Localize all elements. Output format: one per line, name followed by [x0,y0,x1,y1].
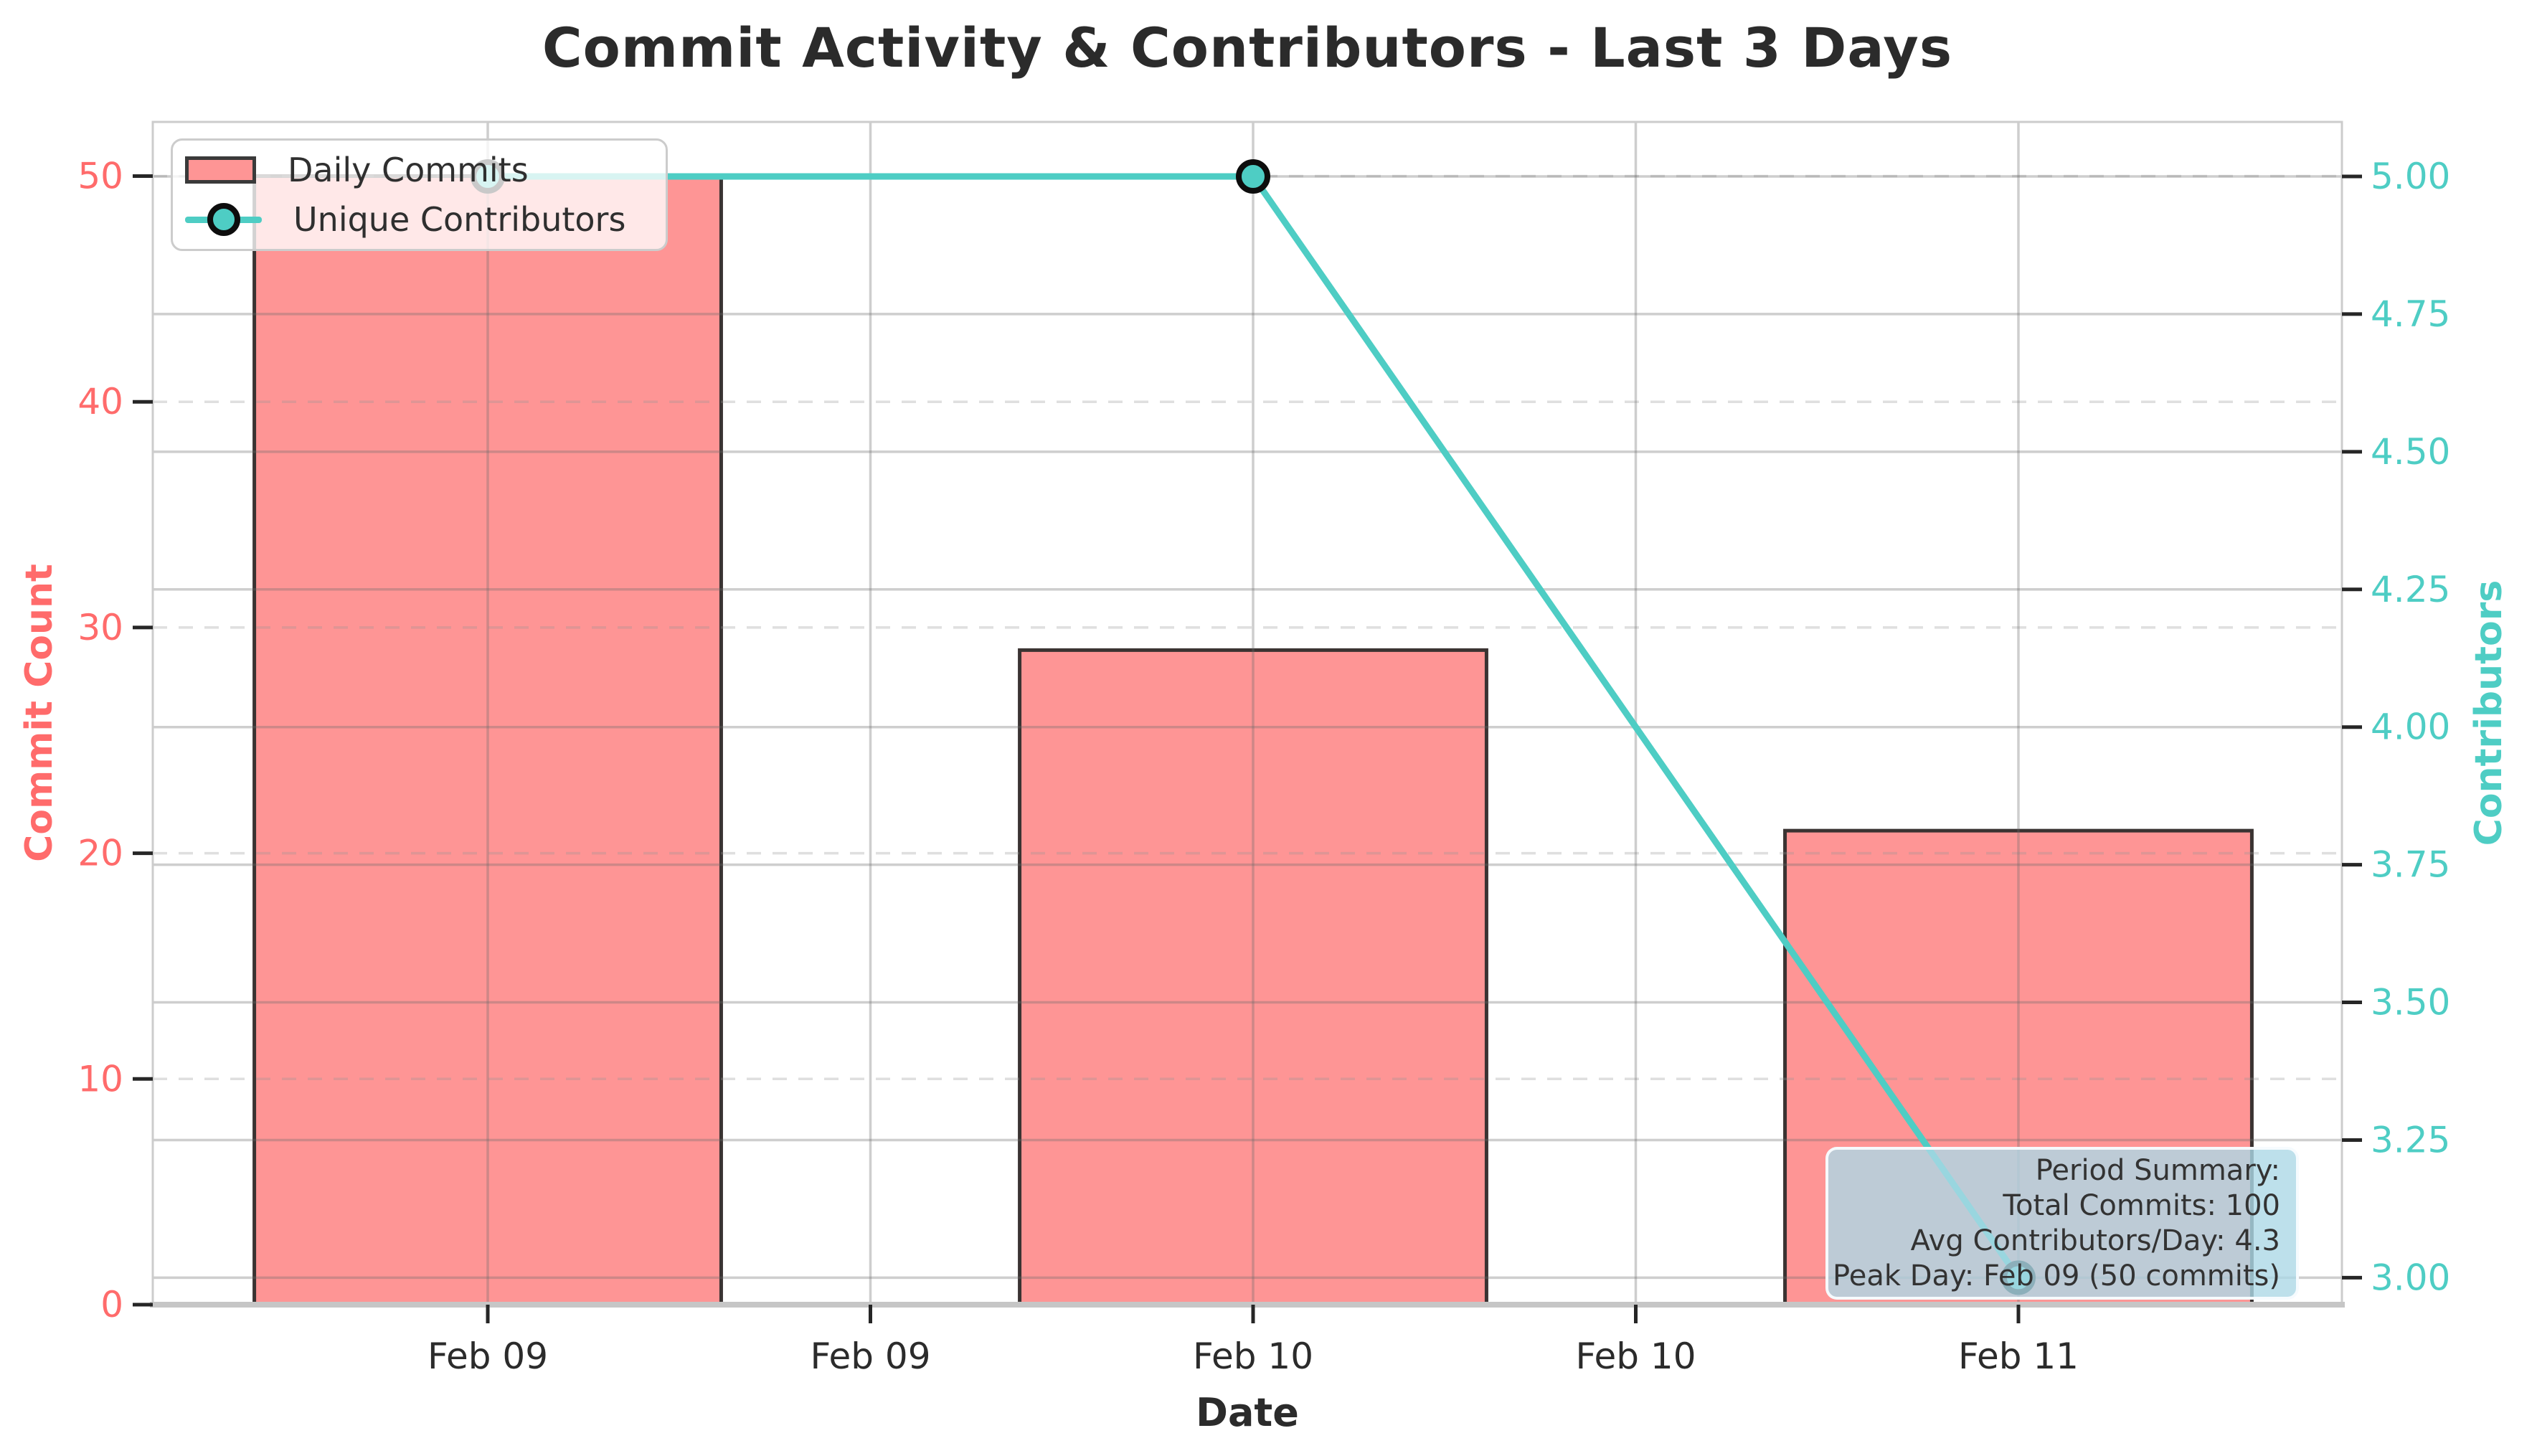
right-axis-label: Contributors [2467,580,2510,846]
right-tick-label: 4.75 [2371,293,2450,335]
left-tick-label: 40 [77,381,123,422]
x-tick-label: Feb 10 [1575,1336,1696,1377]
x-tick-label: Feb 10 [1193,1336,1313,1377]
x-tick-label: Feb 09 [810,1336,930,1377]
line-marker-icon [185,203,262,237]
legend-item-daily-commits: Daily Commits [185,151,666,189]
legend: Daily Commits Unique Contributors [171,138,668,251]
right-tick-label: 4.25 [2371,569,2450,610]
right-tick-label: 4.00 [2371,706,2450,748]
right-tick-label: 3.25 [2371,1119,2450,1160]
summary-line: Peak Day: Feb 09 (50 commits) [1833,1259,2280,1292]
summary-line: Avg Contributors/Day: 4.3 [1910,1224,2280,1257]
left-axis-label: Commit Count [18,564,61,862]
period-summary-box: Period Summary: Total Commits: 100 Avg C… [1825,1147,2299,1300]
right-tick-label: 3.50 [2371,982,2450,1024]
circle-marker-icon [207,203,240,237]
x-tick-label: Feb 11 [1958,1336,2079,1377]
right-tick-label: 4.50 [2371,431,2450,473]
legend-item-label: Daily Commits [288,150,529,189]
left-tick-label: 50 [77,156,123,197]
legend-item-label: Unique Contributors [293,200,626,240]
right-tick-label: 3.75 [2371,844,2450,886]
left-tick-label: 10 [77,1058,123,1100]
contributors-marker [1236,159,1271,194]
summary-line: Total Commits: 100 [2003,1188,2280,1222]
x-axis-label: Date [1196,1390,1299,1435]
summary-line: Period Summary: [2035,1153,2280,1187]
bar-feb-10 [1018,648,1488,1307]
chart-title: Commit Activity & Contributors - Last 3 … [542,16,1953,80]
x-tick-label: Feb 09 [427,1336,548,1377]
right-tick-label: 5.00 [2371,156,2450,197]
left-tick-label: 0 [100,1284,123,1325]
legend-item-unique-contributors: Unique Contributors [185,200,666,239]
left-tick-label: 20 [77,833,123,874]
bar-feb-09 [252,174,723,1307]
right-tick-label: 3.00 [2371,1257,2450,1298]
bar-swatch-icon [185,156,256,184]
left-tick-label: 30 [77,607,123,648]
